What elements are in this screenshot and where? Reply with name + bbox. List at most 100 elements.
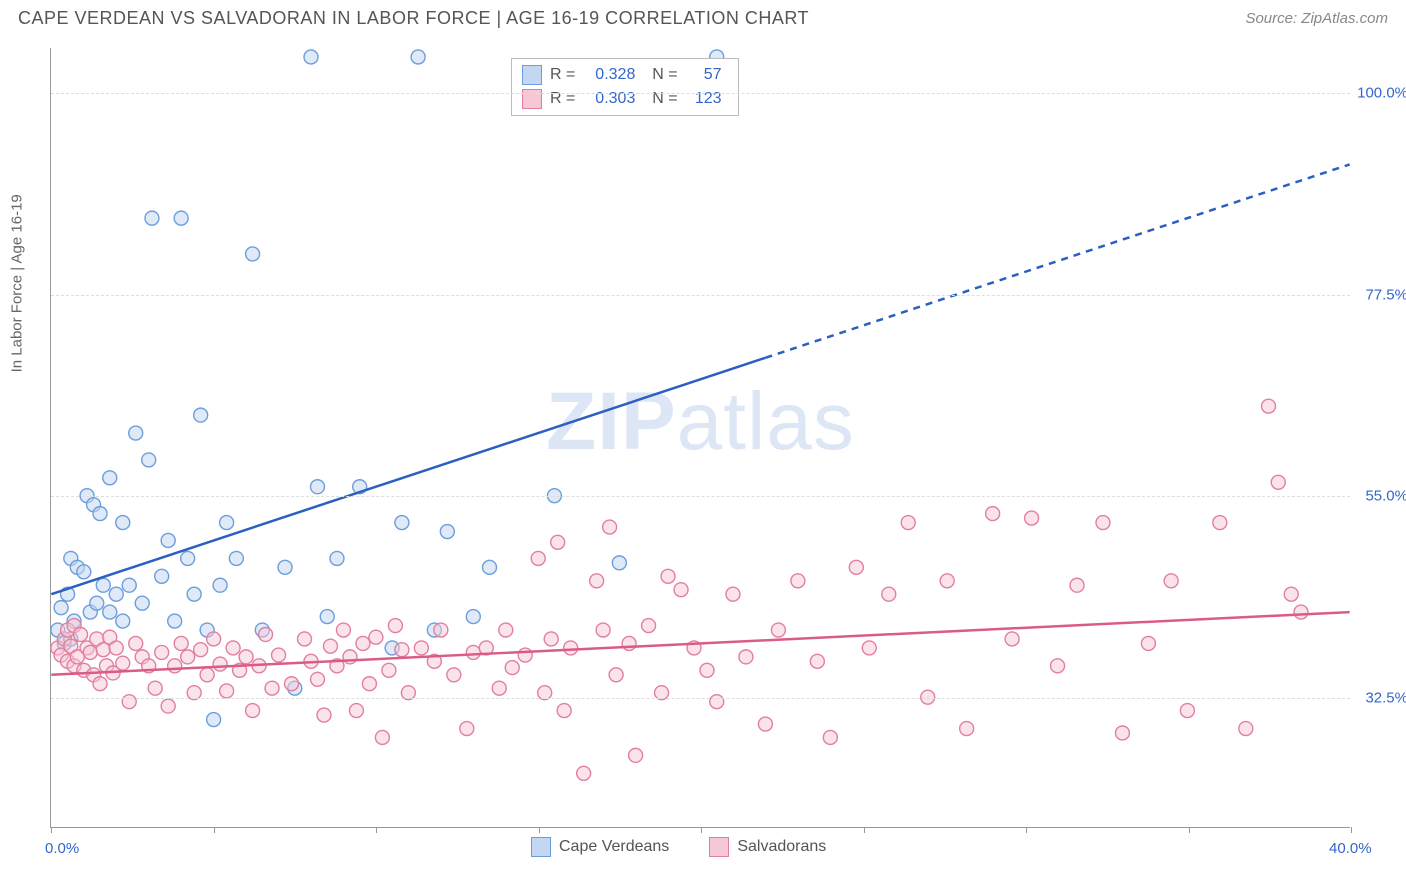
data-point — [229, 551, 243, 565]
x-tick-label: 40.0% — [1329, 840, 1372, 857]
legend-n-value: 57 — [686, 63, 722, 87]
legend-row: R =0.328 N =57 — [522, 63, 722, 87]
data-point — [213, 578, 227, 592]
data-point — [483, 560, 497, 574]
trend-line — [51, 358, 765, 594]
data-point — [810, 654, 824, 668]
scatter-svg — [51, 48, 1350, 827]
data-point — [246, 704, 260, 718]
data-point — [1284, 587, 1298, 601]
data-point — [1141, 636, 1155, 650]
data-point — [317, 708, 331, 722]
x-tick — [1189, 827, 1190, 833]
legend-n-value: 123 — [686, 87, 722, 111]
data-point — [505, 661, 519, 675]
data-point — [466, 645, 480, 659]
legend-row: R =0.303 N =123 — [522, 87, 722, 111]
x-tick — [701, 827, 702, 833]
data-point — [116, 614, 130, 628]
data-point — [181, 551, 195, 565]
data-point — [1096, 516, 1110, 530]
data-point — [823, 730, 837, 744]
data-point — [603, 520, 617, 534]
data-point — [109, 587, 123, 601]
data-point — [285, 677, 299, 691]
data-point — [1239, 722, 1253, 736]
data-point — [174, 211, 188, 225]
legend-swatch — [709, 837, 729, 857]
data-point — [1213, 516, 1227, 530]
data-point — [259, 627, 273, 641]
legend-r-label: R = — [550, 87, 575, 111]
data-point — [155, 569, 169, 583]
data-point — [145, 211, 159, 225]
data-point — [194, 643, 208, 657]
data-point — [960, 722, 974, 736]
data-point — [213, 657, 227, 671]
gridline — [51, 93, 1350, 94]
data-point — [116, 656, 130, 670]
data-point — [278, 560, 292, 574]
data-point — [83, 645, 97, 659]
y-tick-label: 32.5% — [1365, 690, 1406, 707]
gridline — [51, 698, 1350, 699]
legend-n-label: N = — [643, 87, 677, 111]
legend-r-label: R = — [550, 63, 575, 87]
data-point — [382, 663, 396, 677]
data-point — [356, 636, 370, 650]
data-point — [246, 247, 260, 261]
data-point — [411, 50, 425, 64]
legend-swatch — [531, 837, 551, 857]
chart-source: Source: ZipAtlas.com — [1245, 10, 1388, 27]
data-point — [298, 632, 312, 646]
data-point — [726, 587, 740, 601]
x-tick — [51, 827, 52, 833]
data-point — [109, 641, 123, 655]
data-point — [129, 636, 143, 650]
data-point — [492, 681, 506, 695]
data-point — [434, 623, 448, 637]
data-point — [1051, 659, 1065, 673]
data-point — [220, 684, 234, 698]
data-point — [791, 574, 805, 588]
x-tick — [539, 827, 540, 833]
x-tick — [376, 827, 377, 833]
y-tick-label: 100.0% — [1357, 84, 1406, 101]
x-tick-label: 0.0% — [45, 840, 79, 857]
data-point — [901, 516, 915, 530]
data-point — [320, 610, 334, 624]
data-point — [739, 650, 753, 664]
data-point — [531, 551, 545, 565]
data-point — [265, 681, 279, 695]
data-point — [200, 668, 214, 682]
trend-line-dashed — [765, 164, 1349, 357]
data-point — [336, 623, 350, 637]
data-point — [1262, 399, 1276, 413]
series-legend-label: Salvadorans — [737, 838, 826, 856]
data-point — [661, 569, 675, 583]
data-point — [590, 574, 604, 588]
data-point — [122, 578, 136, 592]
data-point — [771, 623, 785, 637]
data-point — [388, 619, 402, 633]
data-point — [940, 574, 954, 588]
legend-r-value: 0.328 — [583, 63, 635, 87]
series-legend-item: Cape Verdeans — [531, 837, 669, 857]
data-point — [122, 695, 136, 709]
data-point — [499, 623, 513, 637]
x-tick — [1026, 827, 1027, 833]
data-point — [181, 650, 195, 664]
data-point — [330, 551, 344, 565]
data-point — [187, 587, 201, 601]
data-point — [642, 619, 656, 633]
data-point — [155, 645, 169, 659]
x-tick — [1351, 827, 1352, 833]
data-point — [304, 50, 318, 64]
data-point — [77, 565, 91, 579]
data-point — [518, 648, 532, 662]
data-point — [311, 480, 325, 494]
data-point — [226, 641, 240, 655]
data-point — [142, 453, 156, 467]
series-legend-item: Salvadorans — [709, 837, 826, 857]
data-point — [135, 596, 149, 610]
